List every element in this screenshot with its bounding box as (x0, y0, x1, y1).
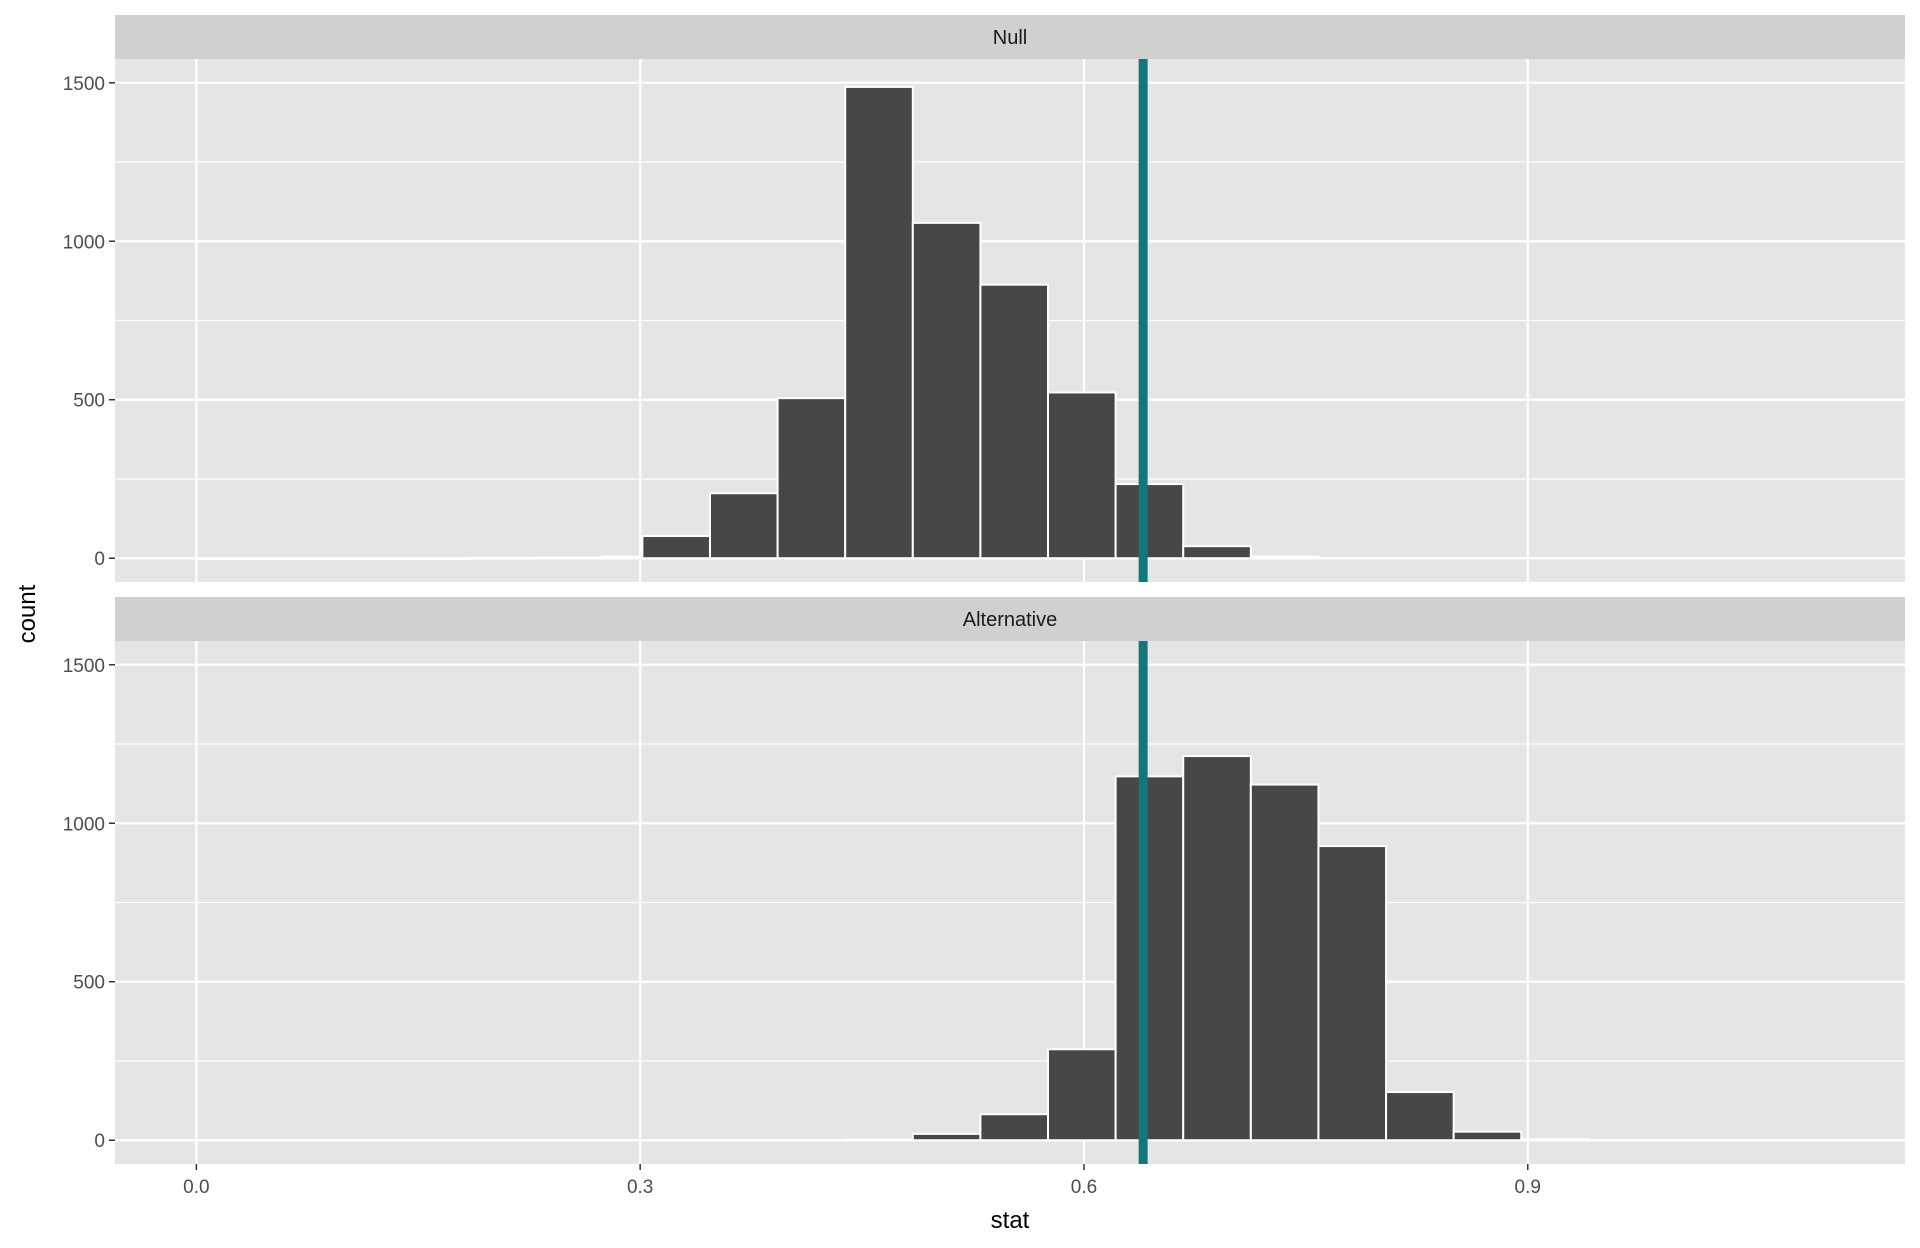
gridlines-alternative (115, 641, 1905, 1164)
y-tick-label: 500 (73, 973, 105, 994)
facet-strip-label-alternative: Alternative (963, 609, 1058, 631)
histogram-bar (1385, 1091, 1455, 1142)
histogram-bars-alternative (844, 755, 1590, 1142)
x-axis-title: stat (991, 1207, 1030, 1234)
histogram-bar (465, 556, 536, 560)
y-tick-label: 1500 (63, 656, 105, 677)
histogram-bars-null (195, 85, 1320, 561)
y-axis-alternative: 0 500 1000 1500 (63, 656, 115, 1152)
y-axis-null: 0 500 1000 1500 (63, 74, 115, 570)
histogram-bar (1452, 1130, 1523, 1142)
y-tick-label: 500 (73, 391, 105, 412)
histogram-bar (979, 283, 1050, 560)
histogram-bar (1047, 391, 1117, 560)
facet-strip-alternative (115, 597, 1905, 641)
panel-null: Null 0 500 1000 1500 (63, 15, 1905, 582)
histogram-bar (844, 85, 914, 560)
histogram-bar (911, 221, 982, 560)
histogram-bar (195, 557, 265, 561)
histogram-bar (1047, 1048, 1117, 1142)
histogram-bar (979, 1113, 1050, 1142)
panel-alternative: Alternative 0 500 1000 1500 (63, 597, 1905, 1164)
facet-strip-label-null: Null (993, 27, 1027, 49)
y-tick-label: 1500 (63, 74, 105, 95)
histogram-bar (844, 1138, 914, 1142)
y-tick-label: 1000 (63, 814, 105, 835)
panels-layer: Null 0 500 1000 1500 Alternative 0 500 1000 1500 (63, 15, 1905, 1164)
x-tick-label: 0.9 (1515, 1177, 1541, 1198)
histogram-bar (330, 557, 401, 561)
histogram-bar (262, 557, 333, 561)
histogram-bar (1317, 845, 1388, 1142)
histogram-bar (911, 1132, 982, 1142)
y-axis-title: count (14, 584, 41, 643)
x-tick-label: 0.3 (627, 1177, 653, 1198)
y-tick-label: 0 (94, 549, 105, 570)
histogram-bar (1114, 775, 1185, 1142)
histogram-bar (641, 535, 711, 560)
histogram-bar (1520, 1138, 1590, 1142)
histogram-bar (533, 556, 603, 560)
x-tick-label: 0.6 (1071, 1177, 1097, 1198)
y-tick-label: 1000 (63, 232, 105, 253)
histogram-bar (1249, 783, 1320, 1142)
y-tick-label: 0 (94, 1131, 105, 1152)
histogram-bar (1182, 755, 1252, 1142)
x-axis: 0.0 0.3 0.6 0.9 (183, 1164, 1541, 1198)
histogram-bar (1182, 545, 1252, 560)
histogram-bar (1249, 555, 1320, 560)
facet-strip-null (115, 15, 1905, 59)
histogram-bar (708, 492, 779, 560)
x-tick-label: 0.0 (183, 1177, 209, 1198)
histogram-bar (1114, 483, 1185, 560)
histogram-bar (398, 557, 468, 561)
histogram-bar (776, 397, 847, 560)
